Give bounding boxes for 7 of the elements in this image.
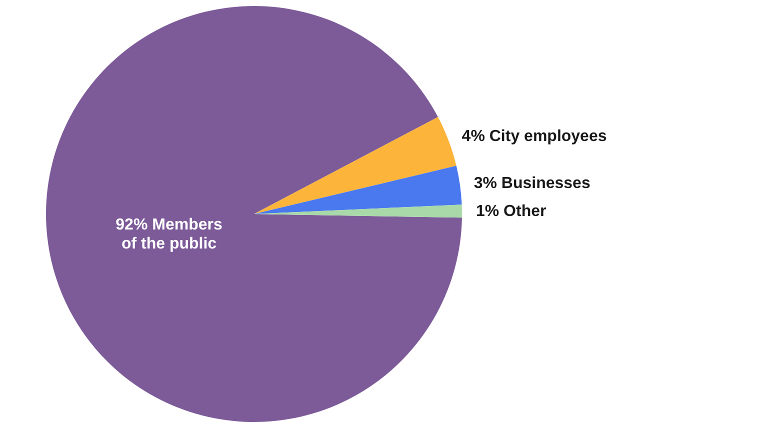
pie-slice: [46, 6, 462, 422]
slice-label: 3% Businesses: [474, 174, 590, 192]
pie-slice: [254, 116, 456, 214]
slice-label: 1% Other: [476, 202, 546, 220]
slice-label: 92% Members of the public: [116, 216, 222, 252]
pie-slice: [254, 166, 462, 214]
slice-label: 4% City employees: [462, 127, 607, 144]
